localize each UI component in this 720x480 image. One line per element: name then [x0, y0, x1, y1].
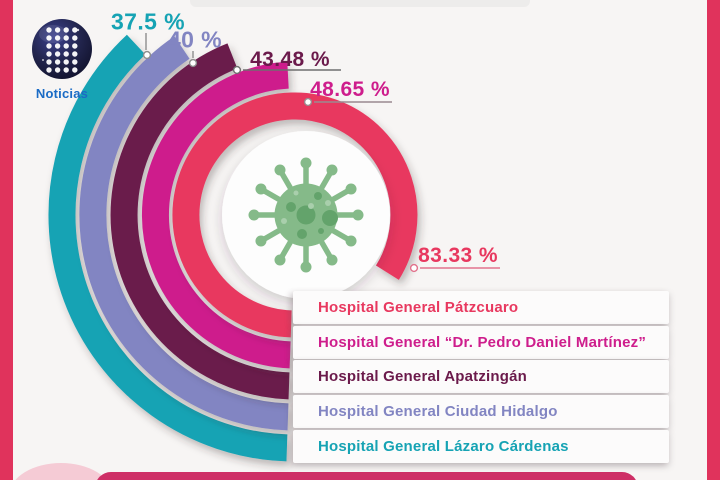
- decorative-blob: [10, 463, 112, 480]
- percentage-label: 83.33 %: [418, 244, 498, 267]
- logo-wordmark: Noticias: [35, 86, 89, 101]
- ring-arc-0: [172, 92, 418, 338]
- footer-banner: [95, 472, 638, 480]
- coronavirus-icon: [248, 157, 364, 273]
- hospital-label-row: Hospital General “Dr. Pedro Daniel Martí…: [293, 325, 669, 359]
- leader-dot-1: [303, 97, 313, 107]
- hospital-name: Hospital General Pátzcuaro: [318, 299, 519, 316]
- ring-arc-2: [110, 43, 290, 400]
- left-border-stripe: [0, 0, 13, 480]
- hospital-label-row: Hospital General Lázaro Cárdenas: [293, 429, 669, 463]
- leader-dot-0: [409, 263, 419, 273]
- cropped-title-remnant: [190, 0, 530, 7]
- hospital-name: Hospital General “Dr. Pedro Daniel Martí…: [318, 333, 647, 351]
- percentage-label: 40 %: [167, 26, 223, 53]
- hospital-name: Hospital General Lázaro Cárdenas: [318, 437, 569, 455]
- leader-dot-4: [142, 50, 152, 60]
- hospital-name: Hospital General Apatzingán: [318, 368, 528, 386]
- right-border-stripe: [707, 0, 720, 480]
- percentage-label: 43.48 %: [250, 48, 330, 71]
- hospital-label-row: Hospital General Ciudad Hidalgo: [293, 395, 669, 429]
- percentage-label: 37.5 %: [110, 8, 186, 35]
- percentage-label: 48.65 %: [310, 78, 390, 101]
- hospital-name: Hospital General Ciudad Hidalgo: [318, 403, 558, 421]
- ring-arc-1: [141, 61, 291, 369]
- ring-arc-4: [48, 34, 288, 462]
- brand-logo: Noticias: [22, 18, 102, 101]
- logo-globe-icon: [32, 19, 92, 79]
- ring-arc-3: [79, 36, 289, 431]
- hospital-label-row: Hospital General Pátzcuaro: [293, 291, 669, 324]
- leader-dot-2: [232, 65, 242, 75]
- hospital-label-row: Hospital General Apatzingán: [293, 360, 669, 394]
- leader-dot-3: [188, 58, 198, 68]
